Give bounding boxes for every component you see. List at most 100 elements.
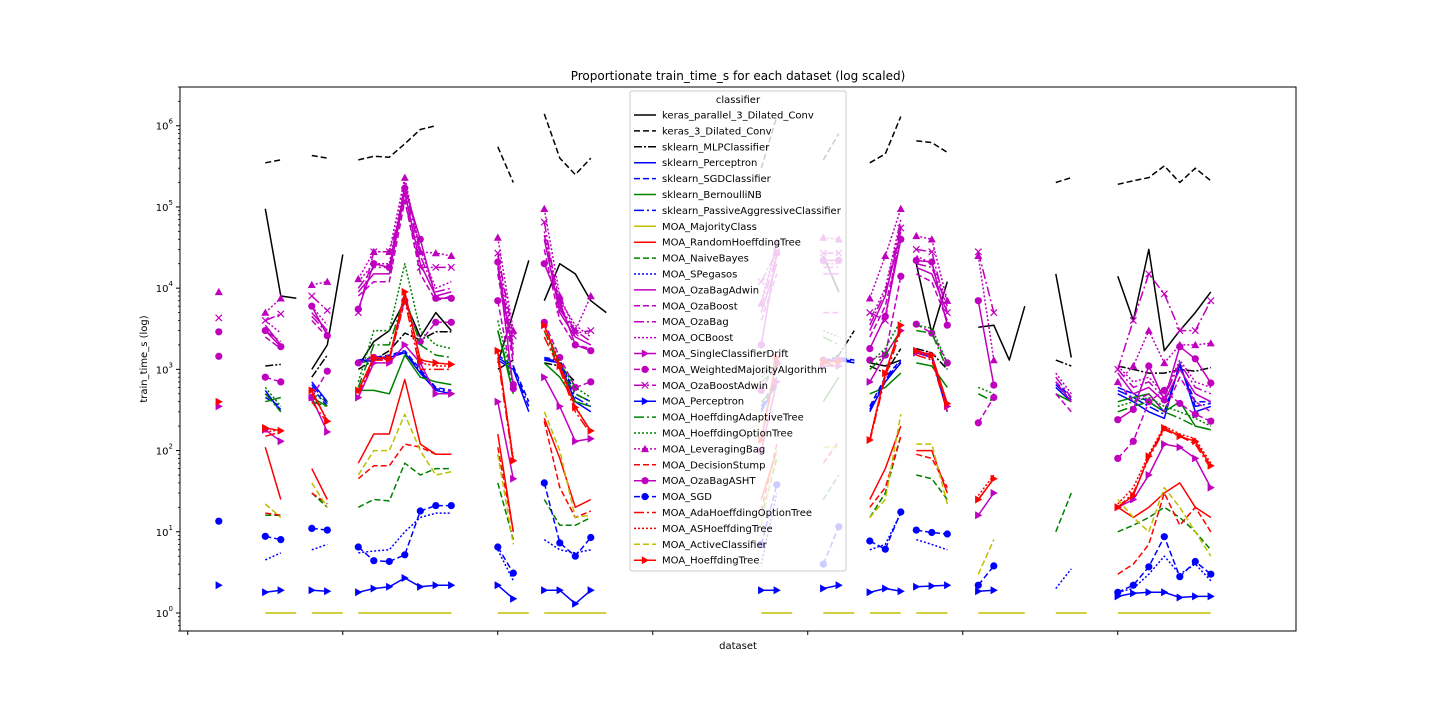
series-line-segment [869, 361, 902, 410]
data-point [1207, 592, 1215, 601]
legend-entry-label: MOA_DecisionStump [662, 460, 765, 471]
series-line-segment [977, 478, 995, 500]
y-tick-label: 104 [156, 280, 174, 295]
legend-entry-label: sklearn_MLPClassifier [662, 142, 770, 153]
plot-frame [179, 86, 1297, 632]
series-line-segment [543, 321, 592, 389]
series-line-segment [915, 273, 948, 321]
legend-entry: MOA_ASHoeffdingTree [634, 524, 773, 535]
x-axis [187, 631, 1119, 635]
data-point [277, 310, 285, 318]
series-line-segment [357, 504, 452, 563]
series-line-segment [977, 565, 995, 586]
y-tick-exponent: 2 [169, 443, 173, 451]
series-line-segment [869, 239, 902, 349]
series-line-segment [978, 589, 994, 593]
series-line-segment [1055, 273, 1073, 358]
legend-entry-label: MOA_OzaBag [662, 317, 729, 328]
y-tick-exponent: 1 [169, 524, 173, 532]
legend-entry-label: sklearn_BernoulliNB [662, 190, 762, 201]
series-line-segment [265, 427, 281, 432]
series-line-segment [1117, 492, 1212, 575]
series-line-segment [869, 320, 902, 364]
series-line-segment [264, 393, 282, 413]
series-line-segment [1117, 376, 1212, 413]
series-line-segment [1117, 363, 1211, 416]
series-line-segment [497, 354, 530, 402]
series-line-segment [916, 453, 948, 488]
series-line-segment [869, 587, 901, 594]
series-line-segment [544, 589, 592, 605]
series-line-segment [1055, 568, 1072, 589]
series-line-segment [357, 187, 452, 310]
series-line-segment [358, 512, 452, 554]
series-line-segment [543, 221, 591, 334]
series-line-segment [264, 297, 282, 314]
legend-entry-label: MOA_ASHoeffdingTree [662, 524, 773, 535]
series-line-segment [311, 482, 328, 508]
series-line-segment [543, 234, 592, 343]
data-point [897, 272, 905, 280]
data-point [214, 287, 223, 296]
data-point [1206, 339, 1215, 347]
series-line-segment [1117, 427, 1212, 508]
legend-entry: MOA_SingleClassifierDrift [634, 349, 788, 360]
legend-entry-label: MOA_ActiveClassifier [662, 540, 768, 551]
legend-entry: keras_3_Dilated_Conv [634, 126, 772, 137]
data-point [447, 318, 455, 326]
data-point [215, 352, 223, 360]
series-line-segment [311, 354, 328, 378]
x-marker-stroke [1207, 297, 1215, 305]
data-point [990, 586, 998, 595]
series-line-segment [265, 363, 281, 367]
data-point [400, 173, 409, 181]
data-point [943, 530, 951, 538]
series-line-segment [357, 291, 452, 391]
series-line-segment [543, 113, 592, 176]
data-point [448, 389, 456, 398]
data-point [586, 292, 595, 300]
legend-entry: MOA_OzaBag [634, 317, 729, 328]
series-line-segment [264, 336, 282, 350]
data-point [215, 517, 223, 525]
data-point [510, 456, 518, 465]
series-line-segment [497, 356, 530, 407]
series-line-segment [497, 252, 515, 336]
legend-entry: MOA_OzaBoost [634, 301, 738, 312]
x-marker-stroke [1145, 270, 1153, 278]
series-line-segment [869, 359, 902, 407]
series-line-segment [497, 300, 515, 385]
series-line-segment [311, 295, 328, 312]
legend-entry-label: MOA_MajorityClass [662, 222, 757, 233]
y-tick-base: 10 [156, 122, 169, 133]
series-line-segment [1055, 393, 1072, 403]
data-point [587, 434, 595, 443]
y-tick-label: 100 [156, 605, 173, 620]
y-tick-base: 10 [156, 528, 169, 539]
legend-marker-swatch [641, 381, 649, 389]
data-point [927, 235, 936, 243]
series-line-segment [265, 589, 281, 594]
x-marker-stroke [866, 308, 874, 317]
series-line-segment [1117, 396, 1212, 427]
series-line-segment [543, 324, 592, 432]
series-line-segment [1055, 492, 1072, 533]
legend-entry: MOA_ActiveClassifier [634, 540, 768, 551]
series-line-segment [543, 208, 592, 332]
data-point [944, 581, 952, 590]
data-point [897, 235, 905, 243]
data-point [1129, 362, 1138, 370]
series-line-segment [869, 372, 902, 395]
data-point [897, 508, 905, 516]
series-line-segment [869, 512, 902, 551]
series-line-segment [916, 584, 948, 588]
data-point [866, 308, 874, 317]
legend-entry: MOA_OCBoost [634, 333, 733, 344]
series-line-segment [311, 492, 328, 505]
x-marker-stroke [1160, 290, 1168, 298]
data-point [1207, 297, 1215, 305]
series-line-segment [311, 527, 328, 531]
legend-entry-label: MOA_OzaBoostAdwin [662, 381, 768, 392]
series-line-segment [264, 330, 282, 348]
